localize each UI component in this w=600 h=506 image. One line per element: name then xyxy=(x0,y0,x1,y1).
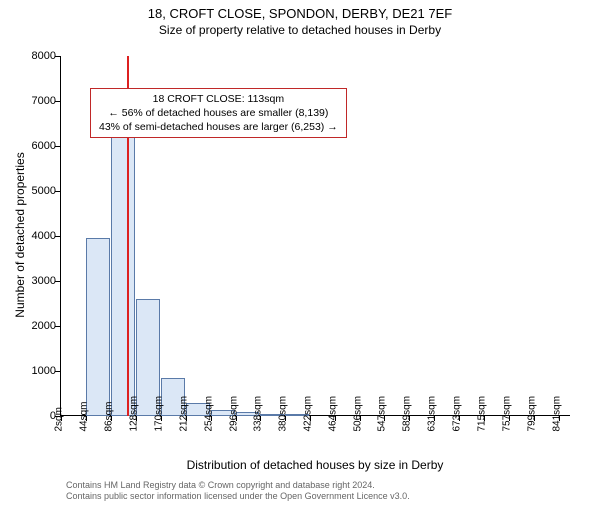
x-axis-label: Distribution of detached houses by size … xyxy=(60,458,570,472)
histogram-bar xyxy=(111,115,135,417)
page-subtitle: Size of property relative to detached ho… xyxy=(0,23,600,37)
histogram-bar xyxy=(86,238,110,416)
footer-line1: Contains HM Land Registry data © Crown c… xyxy=(66,480,375,490)
y-tick-label: 7000 xyxy=(20,95,56,107)
page-title: 18, CROFT CLOSE, SPONDON, DERBY, DE21 7E… xyxy=(0,6,600,21)
annot-line3: 43% of semi-detached houses are larger (… xyxy=(99,120,338,134)
y-tick-label: 0 xyxy=(20,410,56,422)
chart-area: 010002000300040005000600070008000 18 CRO… xyxy=(60,56,570,416)
y-tick-label: 8000 xyxy=(20,50,56,62)
annot-line2: ← 56% of detached houses are smaller (8,… xyxy=(99,106,338,120)
annot-line1: 18 CROFT CLOSE: 113sqm xyxy=(99,92,338,106)
annotation-box: 18 CROFT CLOSE: 113sqm ← 56% of detached… xyxy=(90,88,347,139)
y-tick-label: 1000 xyxy=(20,365,56,377)
y-axis-label: Number of detached properties xyxy=(13,145,27,325)
